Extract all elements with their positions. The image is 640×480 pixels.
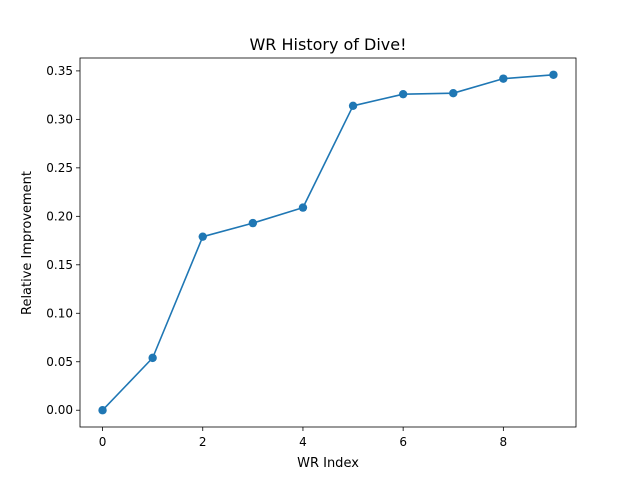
y-tick-label-0: 0.00 [46, 403, 73, 417]
x-tick-label-4: 8 [500, 435, 508, 449]
data-point-8 [499, 74, 508, 83]
data-point-2 [198, 232, 207, 241]
y-tick-label-1: 0.05 [46, 355, 73, 369]
series-line-0 [101, 73, 554, 411]
data-point-0 [98, 406, 107, 415]
x-tick-label-1: 2 [199, 435, 207, 449]
x-tick-label-0: 0 [99, 435, 107, 449]
data-point-9 [549, 70, 558, 79]
y-tick-label-2: 0.10 [46, 306, 73, 320]
y-axis-label: Relative Improvement [20, 171, 35, 315]
y-tick-label-3: 0.15 [46, 258, 73, 272]
data-point-6 [398, 89, 408, 99]
chart-title: WR History of Dive! [249, 35, 406, 54]
y-tick-label-7: 0.35 [46, 64, 73, 78]
x-axis-label: WR Index [297, 456, 359, 471]
plot-area: 0.00 0.05 0.10 0.15 0.20 0.25 0.30 0.35 0 2 4 6 8 [46, 57, 577, 449]
data-point-3 [248, 218, 258, 228]
data-point-7 [449, 88, 458, 98]
y-tick-label-4: 0.20 [46, 209, 73, 223]
y-tick-label-6: 0.30 [46, 112, 73, 126]
data-point-1 [148, 353, 157, 363]
data-point-4 [298, 203, 308, 212]
x-tick-label-2: 4 [299, 435, 307, 449]
y-tick-label-5: 0.25 [46, 161, 73, 175]
axes-frame [79, 57, 577, 428]
data-point-5 [348, 101, 358, 110]
x-tick-label-3: 6 [399, 435, 407, 449]
